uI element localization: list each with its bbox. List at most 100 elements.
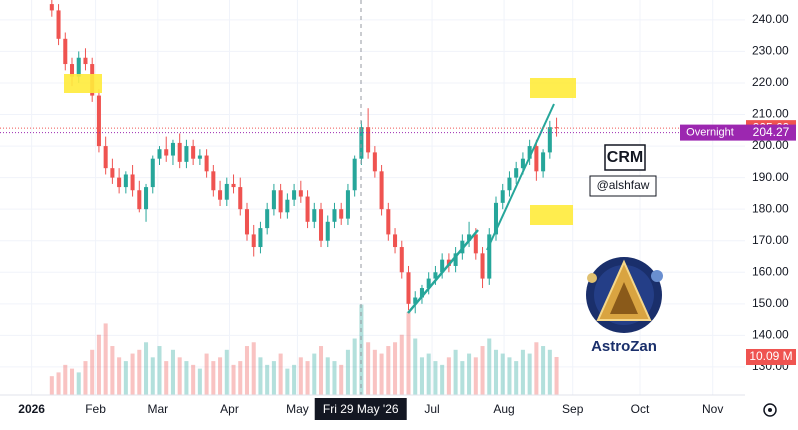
volume-bar [393, 342, 398, 395]
candle-body [359, 127, 364, 159]
volume-bar [218, 357, 223, 395]
candle-body [339, 209, 344, 219]
volume-bar [184, 361, 189, 395]
overnight-tag [680, 124, 796, 141]
volume-bar [292, 364, 297, 395]
candle-body [56, 10, 61, 39]
volume-bar [69, 368, 75, 395]
volume-bar [440, 364, 445, 395]
volume-bar [554, 356, 559, 395]
candle-body [144, 187, 149, 210]
candle-body [285, 199, 290, 213]
x-tick-label: Jul [424, 402, 439, 416]
candle-body [480, 253, 485, 279]
x-tick-label: Nov [702, 402, 723, 416]
x-tick-label: Aug [493, 402, 514, 416]
volume-bar [366, 342, 371, 395]
volume-bar [507, 357, 512, 395]
volume-bar [170, 349, 175, 395]
volume-bar [224, 349, 229, 395]
candle-body [184, 146, 189, 162]
candle-body [157, 149, 162, 159]
candle-body [366, 127, 371, 153]
volume-bar [426, 353, 431, 395]
volume-bar [63, 364, 68, 395]
candle-body [251, 234, 256, 248]
candle-body [372, 152, 377, 172]
candle-body [467, 234, 472, 241]
candle-body [352, 158, 357, 191]
candle-body [224, 183, 229, 200]
volume-bar [265, 364, 270, 395]
candle-body [514, 168, 519, 178]
candle-body [386, 209, 391, 235]
x-tick-label: Apr [220, 402, 239, 416]
trend-line [407, 229, 479, 314]
candle-body [204, 155, 209, 172]
settings-icon[interactable] [763, 403, 777, 417]
volume-bar [110, 346, 115, 395]
handle-label: @alshfaw [597, 178, 650, 192]
volume-bar [103, 323, 108, 395]
candle-body [399, 247, 404, 273]
candle-body [211, 171, 216, 191]
y-tick-label: 140.00 [752, 328, 789, 342]
candle-body [218, 190, 223, 200]
volume-bar [130, 353, 135, 395]
candle-body [379, 171, 384, 210]
volume-bar [534, 342, 539, 395]
x-tick-label: Mar [147, 402, 168, 416]
volume-bar [372, 349, 377, 395]
volume-bar [157, 346, 162, 395]
crosshair-tag [314, 398, 407, 420]
volume-bar [446, 357, 451, 395]
volume-bar [137, 349, 142, 395]
y-tick-label: 200.00 [752, 138, 789, 152]
candle-body [473, 234, 478, 254]
grid [0, 0, 745, 395]
volume-bar [56, 372, 61, 395]
candle-body [527, 146, 532, 159]
candle-body [76, 57, 81, 77]
highlight-box [530, 78, 576, 98]
volume-bar [547, 349, 552, 395]
volume-bar [117, 357, 122, 395]
candle-body [500, 190, 505, 203]
volume-bar [204, 353, 209, 395]
volume-bar [325, 357, 330, 395]
volume-bar [379, 353, 384, 395]
volume-bar [345, 349, 350, 395]
trend-line [486, 103, 555, 251]
y-tick-label: 160.00 [752, 264, 789, 278]
candle-body [96, 95, 101, 147]
volume-bar [177, 357, 182, 395]
volume-bar [514, 361, 519, 395]
candle-body [271, 190, 276, 210]
volume-bar [197, 368, 202, 395]
candle-body [493, 202, 499, 235]
volume-bar [453, 349, 458, 395]
crosshair-label: Fri 29 May '26 [323, 402, 399, 416]
candle-body [69, 64, 75, 77]
candle-body [244, 209, 250, 235]
candle-body [191, 146, 196, 159]
candles [49, 0, 559, 314]
candle-body [258, 228, 263, 248]
volume-bar [386, 346, 391, 395]
candle-body [238, 187, 243, 210]
candle-body [231, 183, 236, 188]
candle-body [318, 209, 324, 241]
volume-bar [419, 357, 424, 395]
volume-tag [746, 348, 796, 365]
candle-body [406, 272, 411, 304]
candle-body [117, 177, 122, 188]
volume-bar [433, 361, 438, 395]
volume-bar [318, 346, 324, 395]
brand-label: AstroZan [591, 338, 657, 355]
volume-bar [278, 353, 283, 395]
y-tick-label: 210.00 [752, 107, 789, 121]
highlight-box [530, 205, 573, 225]
volume-bar [144, 342, 149, 395]
volume-bar [76, 372, 81, 395]
